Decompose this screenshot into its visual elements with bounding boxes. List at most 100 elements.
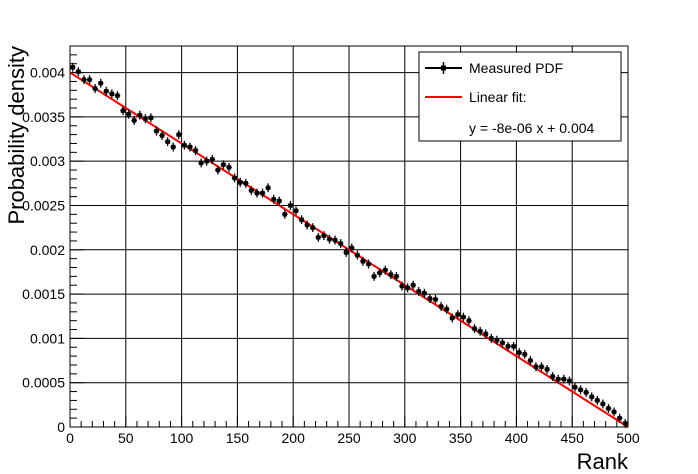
data-point — [76, 69, 81, 74]
data-point — [483, 331, 488, 337]
data-point — [154, 128, 159, 134]
data-point — [533, 364, 539, 369]
data-point — [399, 283, 405, 289]
data-point — [104, 88, 109, 94]
legend-label-measured: Measured PDF — [469, 60, 563, 76]
data-point — [260, 190, 265, 196]
y-tick-label: 0.0005 — [22, 375, 65, 391]
data-point — [416, 289, 421, 294]
data-point — [561, 376, 567, 382]
data-point — [304, 222, 310, 228]
y-tick-label: 0 — [57, 419, 65, 435]
x-tick-label: 350 — [449, 430, 473, 446]
data-point — [210, 157, 215, 162]
data-point — [288, 203, 293, 208]
data-point — [87, 77, 92, 82]
data-point — [226, 165, 232, 170]
data-point — [204, 158, 209, 164]
data-point — [366, 261, 371, 267]
data-point — [438, 304, 444, 309]
data-point — [589, 394, 594, 400]
data-point — [327, 236, 332, 242]
data-point — [606, 406, 611, 411]
data-point — [611, 409, 617, 415]
data-point — [455, 312, 461, 317]
data-point — [444, 306, 449, 312]
x-tick-label: 400 — [505, 430, 529, 446]
data-point — [494, 337, 500, 343]
data-point — [198, 160, 204, 166]
data-point — [137, 112, 142, 118]
data-point — [405, 285, 410, 291]
y-tick-label: 0.0025 — [22, 197, 65, 213]
data-point — [466, 318, 472, 323]
data-point — [81, 77, 87, 82]
x-tick-label: 300 — [393, 430, 417, 446]
data-point — [221, 162, 226, 167]
data-point — [600, 401, 606, 407]
data-point — [109, 91, 115, 97]
data-point — [249, 188, 254, 193]
data-point — [539, 364, 544, 369]
y-tick-label: 0.0035 — [22, 109, 65, 125]
y-axis-title: Probability density — [4, 46, 29, 225]
data-point — [371, 274, 377, 279]
x-tick-label: 150 — [226, 430, 250, 446]
x-tick-label: 200 — [282, 430, 306, 446]
data-point — [505, 344, 511, 349]
y-tick-label: 0.001 — [30, 330, 65, 346]
data-point — [316, 235, 321, 240]
data-point — [344, 250, 349, 255]
data-point — [550, 374, 555, 379]
tick-labels: 0 50 100 150 200 250 300 350 400 450 500 0 0.0005 0.0… — [22, 65, 640, 446]
data-point — [143, 116, 148, 121]
data-point — [500, 340, 505, 346]
x-tick-label: 450 — [561, 430, 585, 446]
y-tick-label: 0.003 — [30, 153, 65, 169]
data-point — [232, 175, 237, 181]
data-point — [126, 112, 131, 117]
data-point — [427, 296, 433, 301]
data-point — [193, 148, 198, 153]
x-tick-label: 500 — [616, 430, 640, 446]
data-point — [182, 143, 187, 148]
data-point — [131, 118, 137, 123]
data-point — [165, 139, 170, 144]
x-tick-label: 0 — [66, 430, 74, 446]
data-point — [254, 190, 260, 196]
legend: Measured PDF Linear fit: y = -8e-06 x + … — [418, 51, 622, 142]
plot-frame — [69, 45, 629, 428]
data-point — [388, 272, 394, 277]
data-point — [383, 267, 388, 273]
data-point — [556, 376, 561, 382]
y-tick-label: 0.004 — [30, 65, 65, 81]
data-point — [243, 181, 248, 186]
data-point — [544, 367, 550, 372]
data-point — [237, 180, 243, 185]
data-point — [522, 352, 527, 357]
data-point — [617, 415, 622, 421]
data-point — [472, 326, 477, 331]
data-point — [171, 144, 176, 150]
data-point — [516, 350, 522, 355]
data-point — [595, 398, 600, 403]
x-tick-label: 250 — [337, 430, 361, 446]
data-point — [310, 225, 315, 230]
data-point — [477, 329, 483, 334]
data-point — [282, 212, 288, 217]
data-point — [293, 208, 299, 214]
data-point — [92, 86, 98, 91]
data-point — [349, 245, 354, 251]
data-point — [321, 233, 327, 238]
data-point — [567, 378, 572, 384]
data-point — [120, 108, 126, 113]
data-point — [422, 291, 427, 296]
data-point — [433, 297, 438, 302]
data-points-layer — [70, 62, 628, 428]
legend-label-equation: y = -8e-06 x + 0.004 — [469, 120, 595, 136]
data-point — [511, 344, 516, 349]
data-point — [572, 384, 578, 390]
data-point — [277, 198, 282, 204]
data-point — [578, 387, 583, 392]
